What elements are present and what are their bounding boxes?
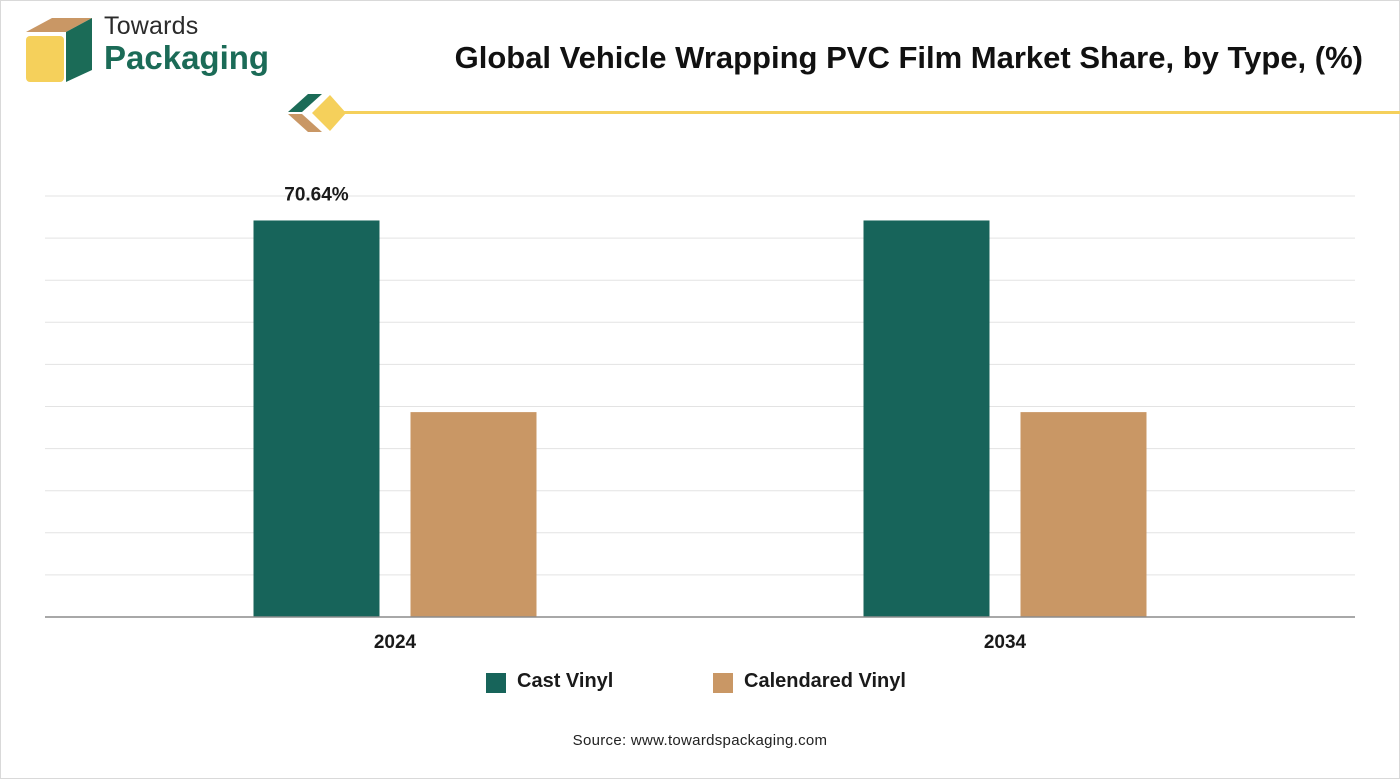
- bar-cast-vinyl-2024: [253, 220, 380, 618]
- legend-swatch-cast-vinyl: [486, 673, 506, 693]
- chart-legend: Cast Vinyl Calendared Vinyl: [0, 670, 1400, 694]
- brand-line1: Towards: [104, 12, 199, 40]
- legend-label-calendared-vinyl: Calendared Vinyl: [744, 670, 906, 692]
- bar-chart: 70.64% 2024 2034: [45, 184, 1355, 653]
- x-tick-label-2024: 2024: [374, 632, 417, 653]
- towards-packaging-logo-icon: [26, 18, 92, 82]
- header-rule: [332, 111, 1400, 114]
- brand-logo-text: Towards Packaging: [104, 12, 270, 76]
- legend-swatch-calendared-vinyl: [713, 673, 733, 693]
- bar-calendared-vinyl-2034: [1020, 412, 1147, 617]
- brand-line2: Packaging: [104, 39, 270, 76]
- chart-title: Global Vehicle Wrapping PVC Film Market …: [454, 40, 1363, 75]
- x-tick-label-2034: 2034: [984, 632, 1027, 653]
- legend-label-cast-vinyl: Cast Vinyl: [517, 670, 614, 692]
- bar-calendared-vinyl-2024: [410, 412, 537, 617]
- header-diamond-decoration: [288, 94, 346, 132]
- source-note: Source: www.towardspackaging.com: [572, 732, 828, 749]
- bar-cast-vinyl-2034: [863, 220, 990, 618]
- data-label-2024: 70.64%: [284, 184, 349, 205]
